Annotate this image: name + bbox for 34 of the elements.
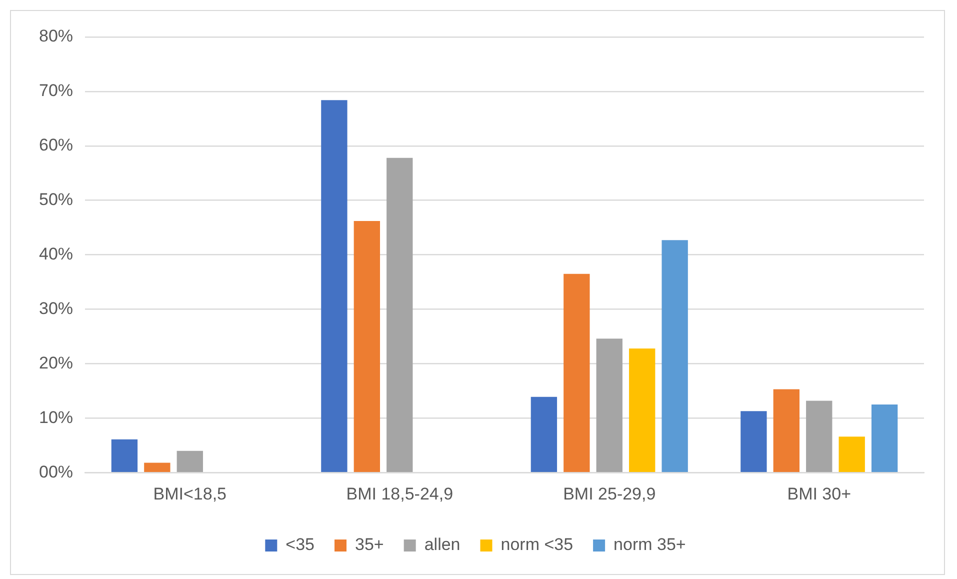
y-tick-label: 30% — [38, 298, 74, 318]
y-tick-label: 10% — [38, 408, 74, 427]
x-tick-label: BMI 18,5-24,9 — [346, 484, 454, 504]
x-tick-label: BMI<18,5 — [153, 484, 227, 504]
bar — [806, 400, 832, 472]
legend-label: 35+ — [355, 535, 384, 554]
y-tick-label: 80% — [38, 26, 74, 46]
bar — [530, 396, 558, 472]
bar — [354, 221, 380, 472]
y-tick-label: 60% — [38, 136, 74, 155]
x-tick-label: BMI 30+ — [787, 484, 852, 504]
legend-label: <35 — [286, 535, 315, 554]
y-tick-label: 40% — [38, 244, 74, 264]
bar — [871, 404, 898, 472]
bar — [838, 436, 865, 472]
y-tick-label: 00% — [38, 462, 74, 482]
legend-label: allen — [424, 535, 460, 554]
bar — [386, 158, 413, 472]
bar — [321, 100, 348, 472]
y-tick-label: 70% — [38, 81, 74, 100]
bar — [773, 389, 800, 472]
bar — [740, 411, 767, 472]
legend-label: norm 35+ — [614, 535, 686, 554]
bar — [629, 348, 656, 472]
x-tick-label: BMI 25-29,9 — [563, 484, 656, 504]
legend-label: norm <35 — [500, 535, 574, 554]
bar — [564, 274, 590, 472]
bar — [144, 462, 170, 472]
bar — [176, 450, 203, 472]
bar — [662, 240, 688, 472]
bar — [596, 338, 622, 472]
y-tick-label: 50% — [38, 190, 74, 210]
y-tick-label: 20% — [38, 353, 74, 372]
bar — [111, 439, 138, 472]
